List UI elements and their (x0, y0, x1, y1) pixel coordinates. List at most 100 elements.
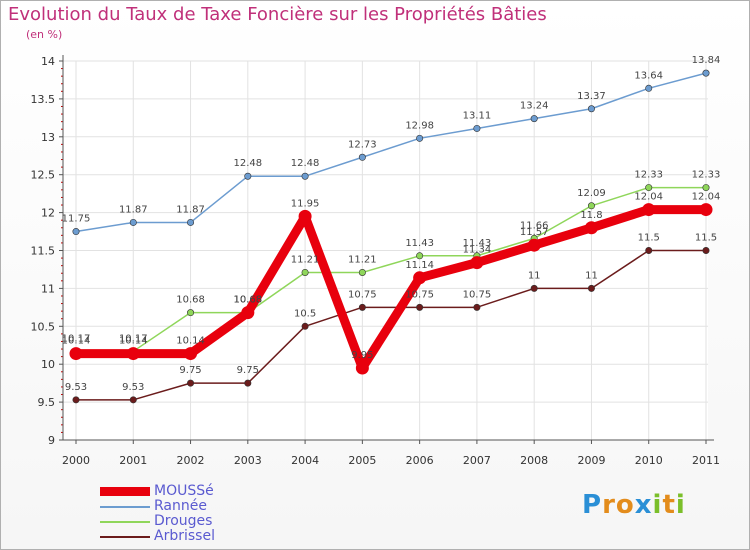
data-label: 13.84 (692, 55, 721, 66)
x-tick-label: 2010 (635, 454, 663, 467)
data-point (642, 203, 656, 217)
data-label: 9.75 (237, 365, 259, 376)
data-label: 9.53 (65, 382, 87, 393)
data-label: 13.64 (634, 70, 663, 81)
data-label: 10.14 (176, 336, 205, 347)
data-point (129, 218, 137, 226)
x-tick-label: 2000 (62, 454, 90, 467)
x-tick-label: 2008 (520, 454, 548, 467)
data-point (187, 309, 195, 317)
series-line-Drouges (75, 186, 707, 353)
data-label: 10.17 (119, 333, 148, 344)
y-tick-label: 11 (41, 282, 55, 295)
data-point (301, 172, 309, 180)
proxiti-logo: Proxiti (582, 490, 686, 520)
data-label: 11.66 (520, 220, 549, 231)
series-line-Arbrissel (75, 249, 707, 401)
data-point (473, 303, 481, 311)
data-point (358, 303, 366, 311)
data-point (699, 203, 713, 217)
legend-label: MOUSSé (154, 483, 214, 499)
data-point (244, 172, 252, 180)
data-point (587, 202, 595, 210)
data-point (702, 247, 710, 255)
data-label: 11.75 (62, 214, 91, 225)
data-point (702, 184, 710, 192)
data-label: 10.5 (294, 308, 316, 319)
y-tick-label: 13 (41, 131, 55, 144)
y-tick-label: 10.5 (31, 320, 56, 333)
data-label: 13.37 (577, 91, 606, 102)
data-point (530, 284, 538, 292)
y-tick-label: 12.5 (31, 169, 56, 182)
data-label: 13.11 (463, 110, 492, 121)
data-point (527, 238, 541, 252)
data-label: 11.95 (291, 198, 320, 209)
data-label: 11 (585, 270, 598, 281)
data-point (413, 271, 427, 285)
data-label: 11.87 (119, 204, 148, 215)
data-point (530, 115, 538, 123)
legend-item-mousse: MOUSSé (100, 484, 215, 499)
data-point (587, 105, 595, 113)
data-label: 10.14 (119, 336, 148, 347)
data-point (187, 218, 195, 226)
data-label: 12.48 (233, 158, 262, 169)
data-point (72, 228, 80, 236)
data-label: 9.75 (179, 365, 201, 376)
y-tick-label: 9.5 (38, 396, 56, 409)
data-label: 12.04 (692, 192, 721, 203)
legend: MOUSSé Rannée Drouges Arbrissel (100, 484, 215, 544)
data-label: 11.43 (463, 238, 492, 249)
data-point (584, 221, 598, 235)
data-point (470, 256, 484, 270)
data-point (702, 69, 710, 77)
data-point (645, 247, 653, 255)
data-point (587, 284, 595, 292)
data-label: 11.87 (176, 204, 205, 215)
data-label: 11.43 (405, 238, 434, 249)
data-point (72, 396, 80, 404)
y-tick-label: 13.5 (31, 93, 56, 106)
data-label: 10.68 (233, 295, 262, 306)
data-label: 10.75 (405, 289, 434, 300)
y-tick-label: 12 (41, 207, 55, 220)
legend-label: Drouges (154, 513, 213, 529)
data-label: 12.04 (634, 192, 663, 203)
chart-title: Evolution du Taux de Taxe Foncière sur l… (8, 4, 547, 25)
legend-swatch-mousse (100, 487, 150, 496)
data-label: 12.33 (634, 170, 663, 181)
x-tick-label: 2009 (577, 454, 605, 467)
logo-letter: x (634, 490, 653, 520)
logo-letter: r (602, 490, 616, 520)
series-line-MOUSSé (71, 205, 711, 373)
data-point (298, 209, 312, 223)
data-point (301, 322, 309, 330)
chart-subtitle: (en %) (26, 28, 63, 41)
x-tick-label: 2004 (291, 454, 319, 467)
data-point (358, 153, 366, 161)
data-label: 10.68 (233, 295, 262, 306)
data-point (187, 379, 195, 387)
data-point (184, 347, 198, 361)
data-label: 9.95 (351, 350, 373, 361)
data-label: 11.57 (520, 227, 549, 238)
logo-letter: i (652, 490, 663, 520)
legend-label: Rannée (154, 498, 207, 514)
data-point (129, 396, 137, 404)
data-label: 10.17 (62, 333, 91, 344)
y-tick-label: 11.5 (31, 245, 56, 258)
legend-swatch-rannee (100, 505, 150, 508)
x-tick-label: 2006 (406, 454, 434, 467)
data-point (244, 379, 252, 387)
data-label: 12.48 (291, 158, 320, 169)
data-point (358, 268, 366, 276)
x-tick-label: 2003 (234, 454, 262, 467)
logo-letter: i (675, 490, 686, 520)
legend-item-rannee: Rannée (100, 499, 215, 514)
data-label: 13.24 (520, 101, 549, 112)
data-point (416, 134, 424, 142)
data-point (301, 268, 309, 276)
x-tick-label: 2007 (463, 454, 491, 467)
